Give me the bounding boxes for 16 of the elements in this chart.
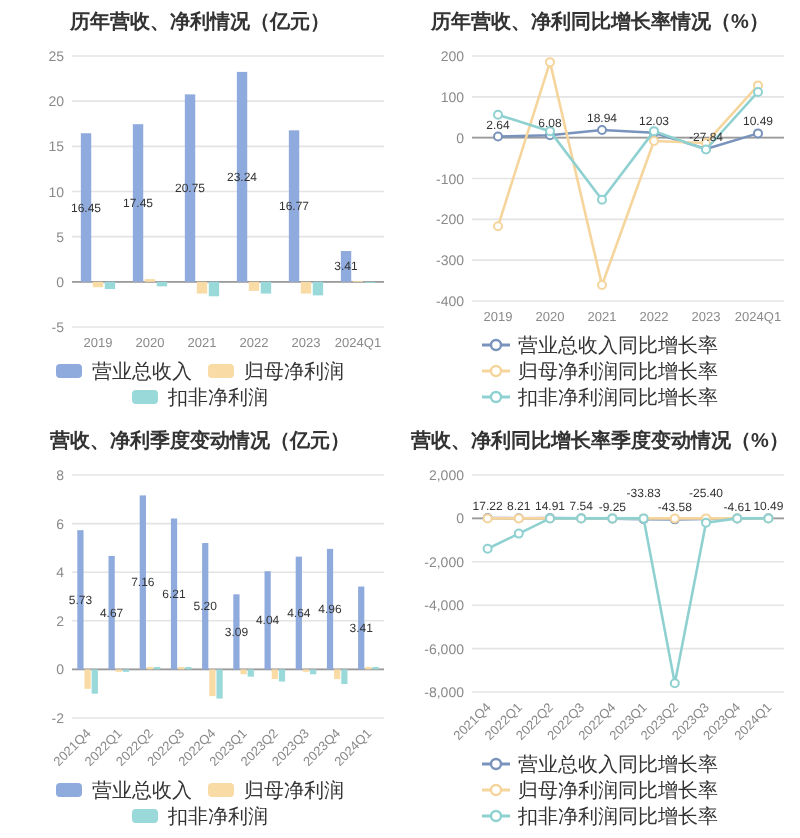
legend-label: 扣非净利润 bbox=[166, 805, 268, 829]
chart-title: 历年营收、净利情况（亿元） bbox=[68, 10, 330, 34]
legend-label: 营业总收入 bbox=[92, 779, 192, 803]
legend-label: 营业总收入同比增长率 bbox=[518, 753, 718, 777]
legend-label: 归母净利润 bbox=[244, 360, 344, 384]
chart-title: 营收、净利同比增长率季度变动情况（%） bbox=[409, 429, 789, 453]
legend-label: 归母净利润同比增长率 bbox=[518, 779, 718, 803]
legend-label: 扣非净利润 bbox=[166, 386, 268, 410]
chart-title: 历年营收、净利同比增长率情况（%） bbox=[429, 10, 769, 34]
legend-label: 归母净利润同比增长率 bbox=[518, 360, 718, 384]
chart-title: 营收、净利季度变动情况（亿元） bbox=[48, 429, 350, 453]
legend-label: 营业总收入同比增长率 bbox=[518, 334, 718, 358]
legend-label: 营业总收入 bbox=[92, 360, 192, 384]
legend-label: 归母净利润 bbox=[244, 779, 344, 803]
legend-label: 扣非净利润同比增长率 bbox=[516, 386, 718, 410]
legend-label: 扣非净利润同比增长率 bbox=[516, 805, 718, 829]
